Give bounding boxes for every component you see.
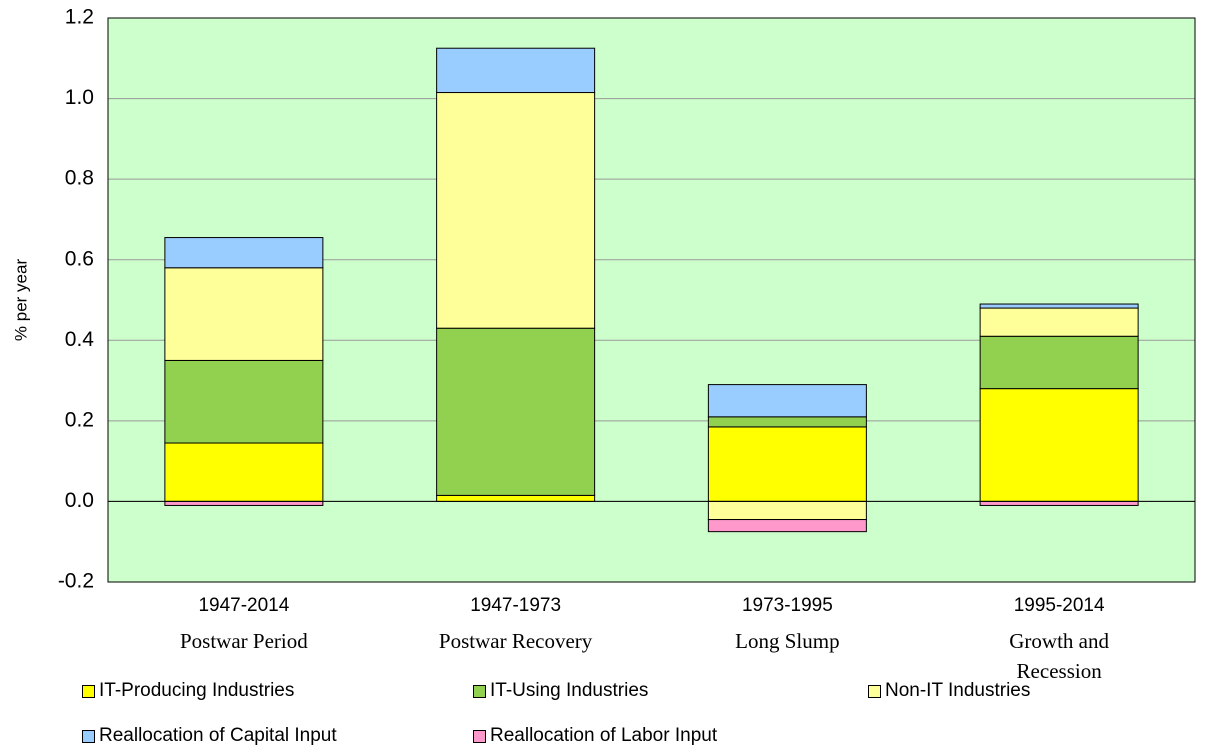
y-tick-label: -0.2 xyxy=(58,570,94,593)
bar-segment xyxy=(707,426,867,502)
y-tick-label: 1.2 xyxy=(65,6,94,29)
bar-segment xyxy=(979,303,1139,309)
legend-swatch xyxy=(82,684,95,698)
bar-segment xyxy=(436,327,596,496)
legend-item: IT-Producing Industries xyxy=(82,680,294,702)
legend-label: Reallocation of Labor Input xyxy=(490,725,718,746)
legend-item: Non-IT Industries xyxy=(868,680,1030,702)
plot-border xyxy=(107,17,1196,583)
y-tick-label: 0.2 xyxy=(65,408,94,431)
legend-swatch xyxy=(473,729,486,743)
y-tick-label: 1.0 xyxy=(65,86,94,109)
legend-swatch xyxy=(473,684,486,698)
bar-segment xyxy=(707,416,867,428)
legend-swatch xyxy=(868,684,881,698)
legend-label: IT-Using Industries xyxy=(490,680,649,701)
category-name: Long Slump xyxy=(735,629,840,653)
bar-segment xyxy=(436,47,596,94)
legend-item: IT-Using Industries xyxy=(473,680,648,702)
y-tick-label: 0.4 xyxy=(65,328,95,351)
y-axis-label: % per year xyxy=(11,259,30,342)
x-tick-label: 1947-2014 xyxy=(198,595,290,616)
legend-swatch xyxy=(82,729,95,743)
y-tick-label: 0.8 xyxy=(65,167,94,190)
bar-segment xyxy=(707,519,867,533)
legend-label: IT-Producing Industries xyxy=(99,680,295,701)
category-name: Growth and Recession xyxy=(1009,629,1109,683)
category-name: Postwar Period xyxy=(180,629,308,653)
bar-segment xyxy=(164,442,324,502)
legend-item: Reallocation of Labor Input xyxy=(473,725,717,747)
bar-segment xyxy=(707,384,867,418)
bar-segment xyxy=(164,267,324,361)
y-tick-label: 0.6 xyxy=(65,247,94,270)
bar-segment xyxy=(436,494,596,502)
legend-label: Reallocation of Capital Input xyxy=(99,725,337,746)
x-tick-label: 1973-1995 xyxy=(741,595,833,616)
bar-segment xyxy=(979,500,1139,506)
bar-segment xyxy=(164,237,324,269)
legend-item: Reallocation of Capital Input xyxy=(82,725,337,747)
category-name: Postwar Recovery xyxy=(438,629,593,653)
bar-segment xyxy=(979,388,1139,502)
x-tick-label: 1995-2014 xyxy=(1013,595,1105,616)
bar-segment xyxy=(707,500,867,521)
bar-segment xyxy=(979,307,1139,337)
bar-segment xyxy=(164,359,324,444)
legend-label: Non-IT Industries xyxy=(885,680,1031,701)
x-tick-label: 1947-1973 xyxy=(470,595,562,616)
bar-segment xyxy=(164,500,324,506)
bar-segment xyxy=(436,92,596,329)
y-tick-label: 0.0 xyxy=(65,489,94,512)
bar-segment xyxy=(979,335,1139,390)
